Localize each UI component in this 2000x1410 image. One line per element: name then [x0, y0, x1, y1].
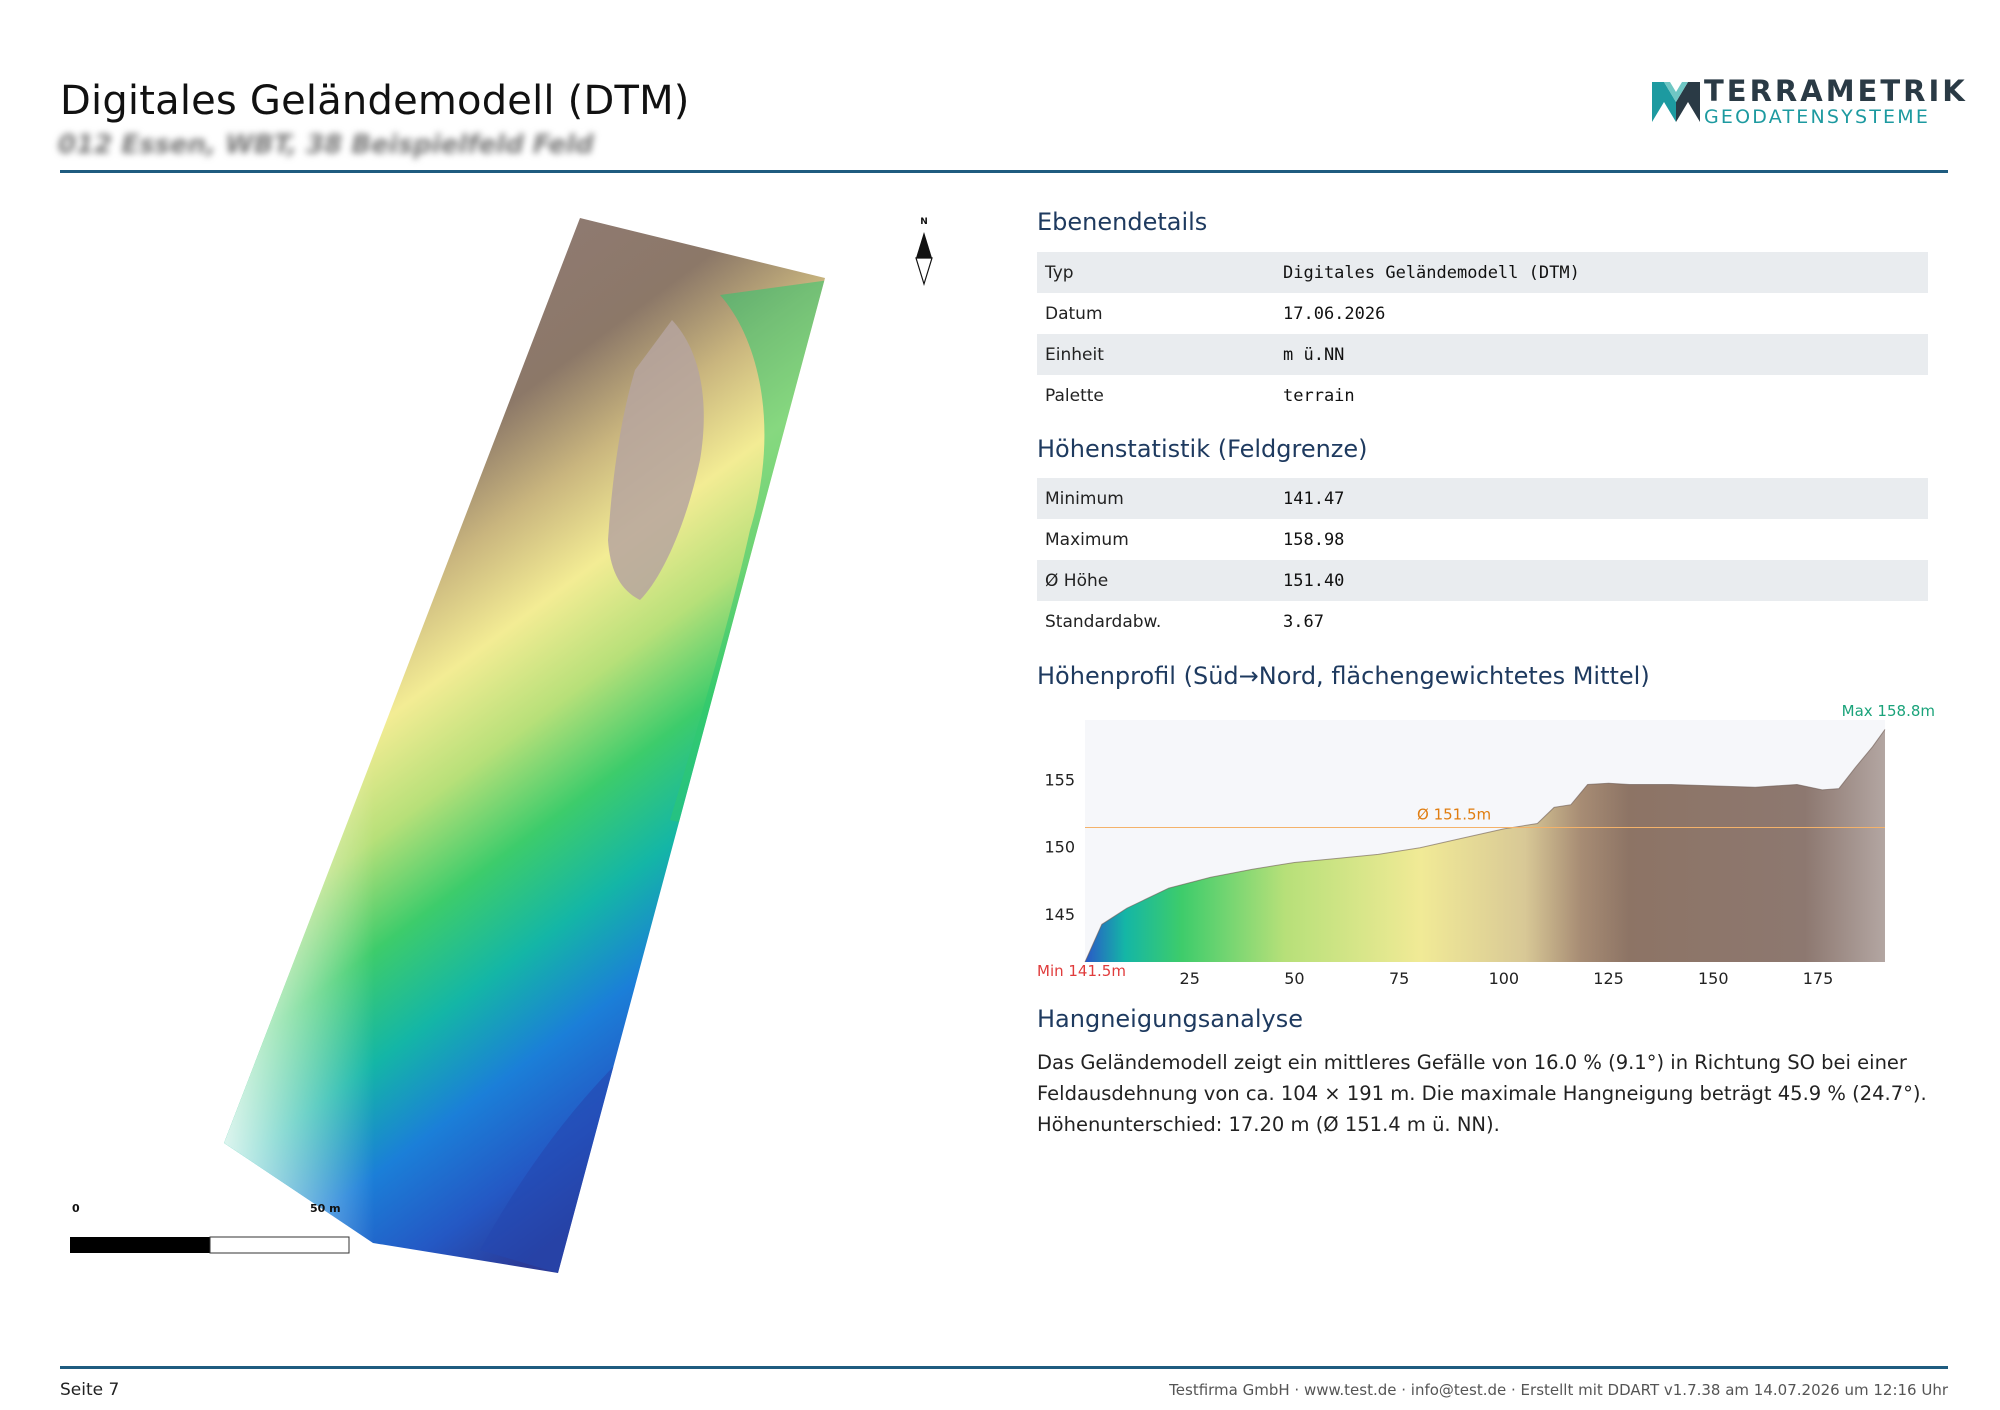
slope-analysis-text: Das Geländemodell zeigt ein mittleres Ge… — [1037, 1051, 1927, 1136]
stat-value: 151.40 — [1275, 560, 1928, 601]
stat-key: Ø Höhe — [1037, 560, 1275, 601]
north-arrow-down-icon — [915, 257, 933, 287]
detail-value: terrain — [1283, 385, 1355, 406]
stat-value: 141.47 — [1275, 478, 1928, 519]
page-title: Digitales Geländemodell (DTM) — [60, 78, 690, 124]
table-row: Typ Digitales Geländemodell (DTM) — [1037, 252, 1928, 293]
profile-line — [1084, 729, 1886, 963]
scale-end-label: 50 m — [310, 1202, 341, 1215]
page-subtitle: 012 Essen, WBT, 38 Beispielfeld Feld — [58, 130, 594, 160]
header-divider — [60, 170, 1948, 173]
north-arrow: N — [915, 217, 933, 287]
y-tick-label: 145 — [1044, 905, 1075, 924]
min-label: Min 141.5m — [1037, 962, 1126, 980]
elevation-stats-table: Minimum 141.47 Maximum 158.98 Ø Höhe 151.40… — [1037, 478, 1928, 642]
terrametrik-logo-icon — [1652, 82, 1700, 122]
detail-value: 17.06.2026 — [1283, 303, 1386, 324]
section-heading-slope-analysis: Hangneigungsanalyse — [1037, 1005, 1304, 1033]
detail-key: Datum — [1045, 303, 1103, 324]
north-arrow-up-icon — [916, 232, 932, 258]
detail-key: Einheit — [1037, 334, 1275, 375]
table-row: Einheit m ü.NN — [1037, 334, 1928, 375]
section-heading-layer-details: Ebenendetails — [1037, 208, 1208, 236]
scale-segment-light — [209, 1236, 350, 1254]
elevation-profile-chart[interactable]: 145 150 155 25 50 75 100 125 150 175 Ø 151.5m Ma… — [1037, 700, 1937, 990]
stat-value: 158.98 — [1283, 529, 1345, 550]
north-label: N — [920, 217, 928, 227]
x-tick-label: 75 — [1389, 969, 1409, 988]
scale-segment-dark — [70, 1237, 210, 1253]
table-row: Standardabw. 3.67 — [1037, 601, 1928, 642]
section-heading-elevation-stats: Höhenstatistik (Feldgrenze) — [1037, 435, 1368, 463]
y-tick-label: 150 — [1044, 838, 1075, 857]
stat-key: Standardabw. — [1045, 611, 1162, 632]
table-row: Palette terrain — [1037, 375, 1928, 416]
detail-value: Digitales Geländemodell (DTM) — [1275, 252, 1928, 293]
logo-tagline: GEODATENSYSTEME — [1704, 106, 1931, 128]
y-tick-label: 155 — [1044, 771, 1075, 790]
stat-key: Minimum — [1037, 478, 1275, 519]
table-row: Ø Höhe 151.40 — [1037, 560, 1928, 601]
detail-key: Palette — [1045, 385, 1104, 406]
stat-value: 3.67 — [1283, 611, 1324, 632]
section-heading-elevation-profile: Höhenprofil (Süd→Nord, flächengewichtete… — [1037, 662, 1650, 690]
detail-value: m ü.NN — [1275, 334, 1928, 375]
page-number: Seite 7 — [60, 1380, 120, 1400]
profile-area — [1085, 729, 1885, 962]
logo-wordmark: TERRAMETRIK — [1704, 74, 1968, 108]
dtm-map[interactable]: N 0 50 m — [60, 200, 960, 1300]
detail-key: Typ — [1037, 252, 1275, 293]
scale-start-label: 0 — [72, 1202, 80, 1215]
x-tick-label: 125 — [1593, 969, 1624, 988]
stat-key: Maximum — [1045, 529, 1129, 550]
scale-bar: 0 50 m — [70, 1202, 350, 1254]
mean-label: Ø 151.5m — [1417, 806, 1491, 824]
x-tick-label: 50 — [1284, 969, 1304, 988]
max-label: Max 158.8m — [1842, 702, 1935, 720]
table-row: Maximum 158.98 — [1037, 519, 1928, 560]
x-tick-label: 175 — [1803, 969, 1834, 988]
table-row: Datum 17.06.2026 — [1037, 293, 1928, 334]
x-tick-label: 100 — [1489, 969, 1520, 988]
layer-details-table: Typ Digitales Geländemodell (DTM) Datum 17… — [1037, 252, 1928, 416]
footer-divider — [60, 1366, 1948, 1369]
footer-info: Testfirma GmbH · www.test.de · info@test… — [1169, 1381, 1948, 1399]
table-row: Minimum 141.47 — [1037, 478, 1928, 519]
x-tick-label: 150 — [1698, 969, 1729, 988]
x-tick-label: 25 — [1180, 969, 1200, 988]
